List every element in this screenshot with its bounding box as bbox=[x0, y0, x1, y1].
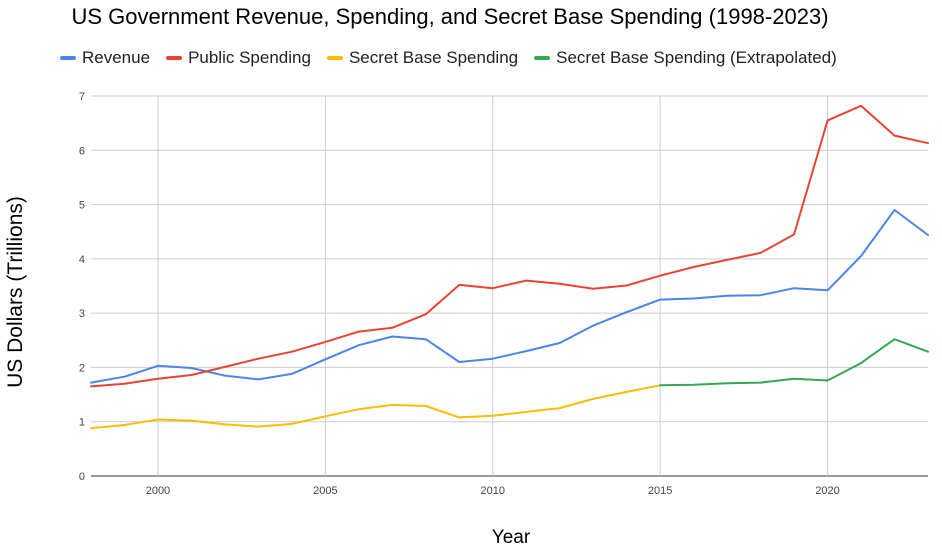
series-line-secret-base-spending bbox=[90, 384, 662, 430]
y-tick-label: 6 bbox=[79, 145, 85, 157]
y-tick-label: 5 bbox=[79, 200, 85, 212]
legend: Revenue Public Spending Secret Base Spen… bbox=[60, 48, 853, 68]
legend-label-public-spending: Public Spending bbox=[188, 48, 311, 67]
x-axis-label: Year bbox=[491, 527, 531, 548]
legend-label-revenue: Revenue bbox=[82, 48, 151, 67]
series-line-secret-base-spending-extrapolated bbox=[659, 338, 929, 387]
legend-label-secret-base-spending: Secret Base Spending bbox=[348, 48, 519, 67]
y-tick-label: 7 bbox=[79, 91, 85, 103]
legend-swatch-public-spending bbox=[166, 56, 183, 60]
x-tick-label: 2005 bbox=[313, 485, 337, 497]
x-tick-label: 2010 bbox=[481, 485, 505, 497]
chart-title: US Government Revenue, Spending, and Sec… bbox=[71, 4, 829, 29]
legend-label-secret-base-spending-extrapolated: Secret Base Spending (Extrapolated) bbox=[556, 48, 837, 67]
x-tick-label: 2015 bbox=[648, 485, 672, 497]
y-tick-label: 1 bbox=[79, 417, 85, 429]
y-tick-label: 4 bbox=[79, 254, 85, 266]
x-tick-label: 2000 bbox=[146, 485, 170, 497]
legend-item-public-spending[interactable]: Public Spending bbox=[166, 48, 311, 68]
series-line-public-spending bbox=[90, 104, 929, 388]
x-tick-label: 2020 bbox=[815, 485, 839, 497]
legend-item-revenue[interactable]: Revenue bbox=[60, 48, 150, 68]
legend-swatch-secret-base-spending-extrapolated bbox=[534, 56, 551, 60]
y-tick-label: 2 bbox=[79, 362, 85, 374]
legend-swatch-revenue bbox=[60, 56, 76, 60]
y-tick-label: 3 bbox=[79, 308, 85, 320]
legend-item-secret-base-spending[interactable]: Secret Base Spending bbox=[326, 48, 519, 68]
legend-item-secret-base-spending-extrapolated[interactable]: Secret Base Spending (Extrapolated) bbox=[534, 48, 837, 68]
legend-swatch-secret-base-spending bbox=[326, 56, 343, 60]
series-line-revenue bbox=[90, 209, 929, 384]
y-tick-label: 0 bbox=[79, 471, 85, 483]
